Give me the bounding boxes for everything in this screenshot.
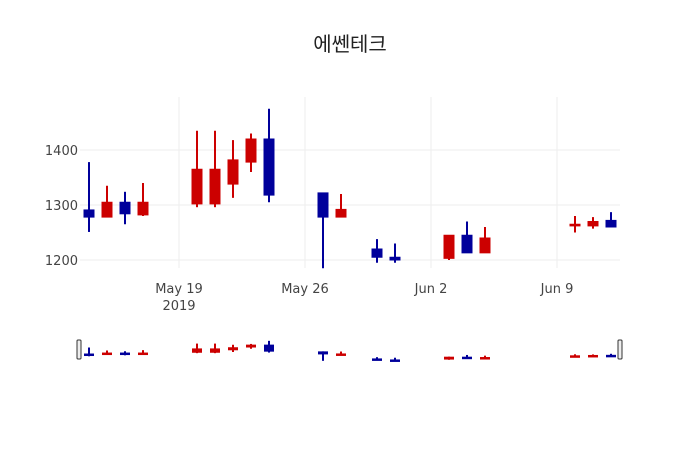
- slider-candle: [336, 351, 346, 356]
- range-slider-handle-right[interactable]: [617, 339, 623, 360]
- chart-title: 에쎈테크: [313, 32, 387, 56]
- y-tick-label: 1200: [45, 254, 78, 269]
- slider-candle: [606, 353, 616, 358]
- candle[interactable]: [209, 130, 221, 208]
- y-tick-label: 1300: [45, 199, 78, 214]
- slider-candle: [264, 340, 274, 353]
- x-tick-label: May 19: [155, 282, 203, 297]
- slider-candle: [480, 355, 490, 360]
- range-slider-handle-left[interactable]: [76, 339, 82, 360]
- candles-main[interactable]: [83, 108, 617, 269]
- candle[interactable]: [443, 234, 455, 260]
- y-axis-ticks: 1200 1300 1400: [45, 144, 78, 269]
- candle[interactable]: [137, 183, 149, 216]
- slider-candle: [228, 344, 238, 352]
- x-tick-label: Jun 9: [540, 282, 574, 297]
- y-tick-label: 1400: [45, 144, 78, 159]
- slider-candle: [246, 343, 256, 349]
- slider-candle: [444, 356, 454, 360]
- candle[interactable]: [263, 108, 275, 203]
- slider-candle: [210, 343, 220, 354]
- grid-lines: [80, 97, 620, 268]
- range-slider[interactable]: [76, 339, 623, 362]
- slider-candle: [372, 357, 382, 361]
- range-slider-candles: [84, 340, 616, 362]
- slider-candle: [588, 354, 598, 358]
- x-tick-label: Jun 2: [414, 282, 448, 297]
- candle[interactable]: [461, 221, 473, 254]
- slider-candle: [390, 357, 400, 362]
- candle[interactable]: [245, 133, 257, 173]
- slider-candle: [462, 354, 472, 360]
- x-tick-label: 2019: [162, 299, 195, 314]
- x-axis-ticks: May 19 2019 May 26 Jun 2 Jun 9: [155, 282, 573, 314]
- candle[interactable]: [317, 192, 329, 269]
- slider-candle: [120, 351, 130, 356]
- candle[interactable]: [569, 216, 581, 233]
- slider-candle: [84, 347, 94, 357]
- candle[interactable]: [227, 140, 239, 198]
- slider-candle: [102, 350, 112, 356]
- slider-candle: [318, 351, 328, 361]
- candle[interactable]: [335, 194, 347, 218]
- x-tick-label: May 26: [281, 282, 329, 297]
- candle[interactable]: [605, 212, 617, 228]
- candle[interactable]: [479, 227, 491, 254]
- slider-candle: [192, 343, 202, 354]
- candle[interactable]: [389, 243, 401, 263]
- candle[interactable]: [101, 185, 113, 218]
- slider-candle: [138, 350, 148, 356]
- candle[interactable]: [371, 239, 383, 263]
- candle[interactable]: [587, 217, 599, 229]
- candle[interactable]: [83, 162, 95, 232]
- candle[interactable]: [119, 191, 131, 225]
- candle[interactable]: [191, 130, 203, 208]
- slider-candle: [570, 354, 580, 358]
